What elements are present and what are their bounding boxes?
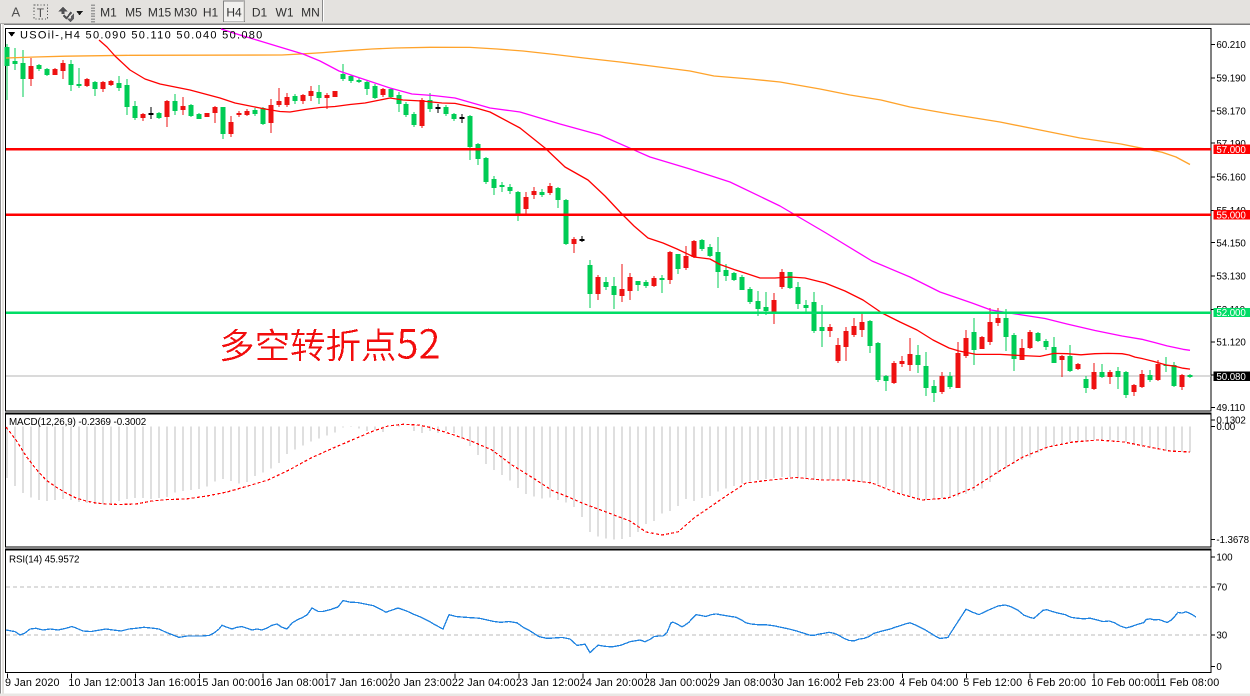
svg-text:-1.3678: -1.3678	[1216, 535, 1249, 546]
svg-text:60.210: 60.210	[1216, 40, 1246, 51]
svg-text:50.080: 50.080	[1216, 372, 1246, 383]
svg-text:0.00: 0.00	[1216, 422, 1235, 433]
svg-text:58.170: 58.170	[1216, 107, 1246, 118]
svg-text:29 Jan 08:00: 29 Jan 08:00	[708, 677, 772, 689]
svg-text:M30: M30	[174, 6, 198, 20]
svg-text:4 Feb 04:00: 4 Feb 04:00	[899, 677, 958, 689]
svg-text:20 Jan 23:00: 20 Jan 23:00	[388, 677, 452, 689]
svg-text:MN: MN	[301, 6, 320, 20]
svg-text:0: 0	[1216, 662, 1222, 673]
svg-text:0.1302: 0.1302	[1216, 415, 1245, 426]
svg-text:56.160: 56.160	[1216, 173, 1246, 184]
svg-text:24 Jan 20:00: 24 Jan 20:00	[580, 677, 644, 689]
svg-text:D1: D1	[252, 6, 268, 20]
svg-text:M15: M15	[148, 6, 172, 20]
svg-text:USOil-,H4 50.090 50.110 50.04: USOil-,H4 50.090 50.110 50.040 50.080	[20, 30, 264, 42]
svg-text:28 Jan 00:00: 28 Jan 00:00	[644, 677, 708, 689]
svg-text:11 Feb 08:00: 11 Feb 08:00	[1155, 677, 1219, 689]
svg-text:59.190: 59.190	[1216, 73, 1246, 84]
svg-text:H1: H1	[203, 6, 219, 20]
svg-text:MACD(12,26,9) -0.2369 -0.3002: MACD(12,26,9) -0.2369 -0.3002	[9, 417, 146, 428]
svg-text:51.120: 51.120	[1216, 337, 1246, 348]
svg-text:13 Jan 16:00: 13 Jan 16:00	[132, 677, 196, 689]
svg-text:M5: M5	[125, 6, 142, 20]
svg-text:53.130: 53.130	[1216, 272, 1246, 283]
svg-text:5 Feb 12:00: 5 Feb 12:00	[963, 677, 1022, 689]
svg-text:23 Jan 12:00: 23 Jan 12:00	[516, 677, 580, 689]
svg-text:H4: H4	[226, 6, 242, 20]
svg-text:16 Jan 08:00: 16 Jan 08:00	[260, 677, 324, 689]
svg-text:55.000: 55.000	[1216, 210, 1246, 221]
svg-text:57.190: 57.190	[1216, 139, 1246, 150]
svg-text:T: T	[37, 6, 45, 20]
svg-text:9 Jan 2020: 9 Jan 2020	[5, 677, 60, 689]
svg-text:2 Feb 23:00: 2 Feb 23:00	[836, 677, 895, 689]
svg-text:52.000: 52.000	[1216, 308, 1246, 319]
svg-text:10 Feb 00:00: 10 Feb 00:00	[1091, 677, 1156, 689]
svg-text:100: 100	[1216, 553, 1233, 564]
svg-text:70: 70	[1216, 583, 1227, 594]
svg-text:M1: M1	[100, 6, 117, 20]
svg-text:W1: W1	[276, 6, 294, 20]
svg-text:10 Jan 12:00: 10 Jan 12:00	[68, 677, 132, 689]
svg-text:22 Jan 04:00: 22 Jan 04:00	[452, 677, 516, 689]
svg-text:RSI(14) 45.9572: RSI(14) 45.9572	[9, 555, 79, 566]
svg-text:54.150: 54.150	[1216, 238, 1246, 249]
svg-text:30 Jan 16:00: 30 Jan 16:00	[772, 677, 836, 689]
svg-text:57.000: 57.000	[1216, 145, 1246, 156]
svg-text:15 Jan 00:00: 15 Jan 00:00	[196, 677, 260, 689]
svg-text:49.110: 49.110	[1216, 403, 1245, 414]
svg-text:30: 30	[1216, 631, 1227, 642]
svg-text:6 Feb 20:00: 6 Feb 20:00	[1027, 677, 1086, 689]
svg-text:17 Jan 16:00: 17 Jan 16:00	[324, 677, 388, 689]
svg-text:A: A	[12, 5, 21, 20]
